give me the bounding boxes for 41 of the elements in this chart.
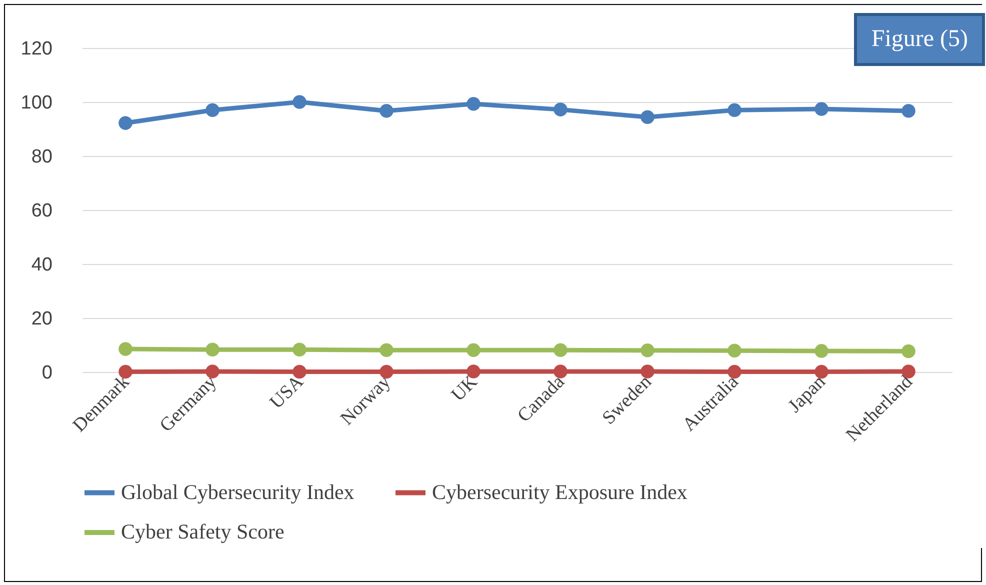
y-tick-label: 80 — [31, 146, 52, 168]
point — [466, 97, 480, 111]
point — [728, 364, 742, 379]
point — [380, 104, 394, 118]
point — [728, 103, 742, 117]
point — [554, 102, 568, 116]
point — [814, 344, 828, 358]
y-tick-label: 0 — [42, 362, 52, 384]
y-tick-label: 20 — [31, 308, 52, 330]
point — [118, 116, 132, 130]
x-tick-label: USA — [266, 371, 308, 414]
point — [292, 364, 306, 379]
point — [640, 344, 654, 358]
y-tick-label: 100 — [20, 92, 52, 114]
point — [902, 104, 916, 118]
point — [902, 344, 916, 358]
point — [640, 110, 654, 124]
point — [814, 102, 828, 116]
point — [554, 364, 568, 378]
y-tick-label: 40 — [31, 254, 52, 276]
point — [380, 343, 394, 358]
point — [640, 364, 654, 378]
point — [206, 342, 220, 356]
point — [466, 343, 480, 358]
legend-label: Cybersecurity Exposure Index — [432, 480, 688, 504]
point — [728, 344, 742, 358]
point — [292, 342, 306, 356]
x-tick-label: UK — [448, 371, 482, 406]
point — [118, 364, 132, 379]
y-tick-label: 120 — [20, 38, 52, 60]
point — [206, 364, 220, 378]
y-tick-label: 60 — [31, 200, 52, 222]
point — [292, 95, 306, 109]
point — [380, 364, 394, 379]
legend-label: Cyber Safety Score — [121, 520, 284, 544]
point — [118, 342, 132, 356]
point — [206, 103, 220, 117]
point — [814, 364, 828, 379]
figure-label: Figure (5) — [854, 13, 985, 66]
legend-label: Global Cybersecurity Index — [121, 480, 355, 504]
point — [554, 343, 568, 358]
